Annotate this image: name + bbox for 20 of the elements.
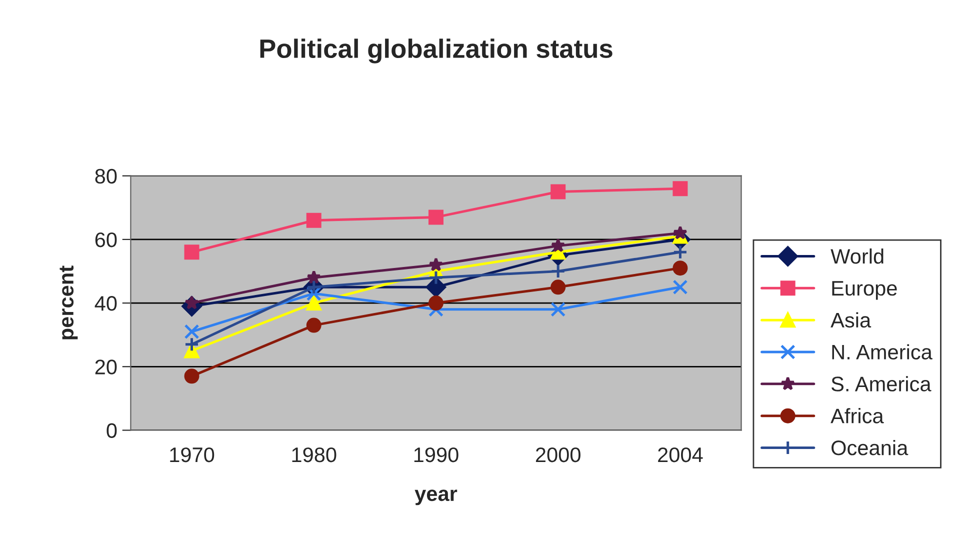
legend-label: Oceania: [832, 440, 908, 456]
x-tick-label: 1980: [292, 447, 336, 462]
legend-label: Europe: [832, 281, 897, 300]
x-axis-title: year: [414, 490, 458, 506]
x-tick-label: 1970: [170, 447, 214, 462]
y-tick-label: 20: [95, 360, 117, 374]
y-axis-title: percent: [60, 266, 78, 340]
chart-title: Political globalization status: [260, 38, 612, 64]
legend-label: Asia: [830, 312, 872, 328]
x-tick-label: 1990: [414, 447, 458, 462]
y-tick-label: 40: [94, 296, 117, 311]
x-tick-label: 2004: [658, 447, 703, 462]
legend-label: Africa: [830, 408, 884, 424]
x-tick-label: 2000: [536, 447, 580, 462]
legend-label: S. America: [832, 376, 932, 392]
y-tick-label: 60: [95, 232, 117, 248]
y-tick-label: 80: [95, 168, 117, 184]
legend-label: N. America: [832, 344, 932, 360]
legend-label: World: [830, 248, 884, 264]
y-tick-label: 0: [106, 423, 117, 438]
